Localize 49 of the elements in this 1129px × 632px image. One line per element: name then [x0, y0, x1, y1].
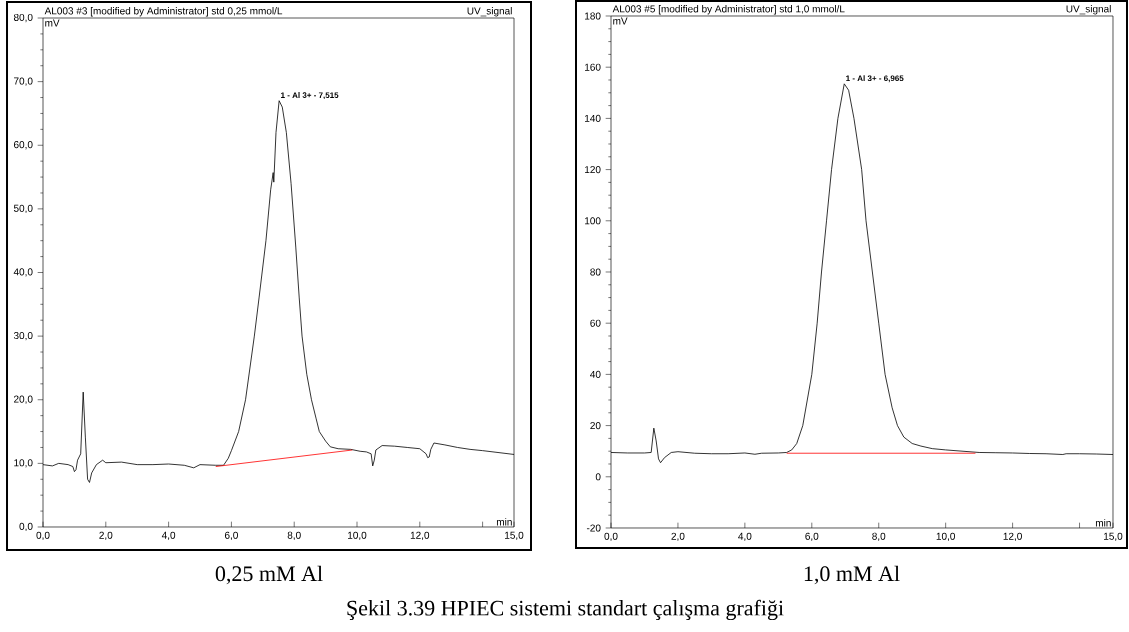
chart-title: AL003 #3 [modified by Administrator] std 0,25 mmol/L — [44, 7, 283, 17]
y-tick-label: 80 — [590, 268, 601, 276]
x-tick-label: 15,0 — [1104, 532, 1123, 541]
y-tick-label: 0 — [595, 473, 601, 481]
x-axis-title: min — [496, 518, 512, 526]
y-tick-label: 0,0 — [19, 522, 33, 532]
x-tick-label: 12,0 — [1003, 532, 1022, 541]
text: UV_signal — [467, 7, 512, 17]
y-tick-label: 50,0 — [13, 204, 33, 213]
x-tick-label: 2,0 — [99, 531, 113, 540]
x-tick-label: 15,0 — [505, 531, 524, 540]
x-tick-label: 0,0 — [604, 532, 618, 541]
x-tick-label: 4,0 — [161, 531, 176, 540]
annotation: 1 - Al 3+ - 7,515 — [281, 92, 339, 100]
y-axis-title: mV — [613, 17, 628, 25]
text: Şekil 3.39 HPIEC sistemi standart çalışma grafiği — [347, 599, 784, 621]
x-tick-label: 10,0 — [936, 532, 955, 541]
y-tick-label: 40,0 — [13, 268, 33, 277]
y-tick-label: 40 — [590, 370, 601, 378]
x-tick-label: 6,0 — [805, 532, 819, 541]
y-tick-label: 60 — [590, 319, 601, 327]
text: 0,25 mM Al — [215, 565, 323, 585]
x-tick-label: 8,0 — [287, 531, 301, 540]
y-tick-label: 180 — [585, 12, 601, 20]
y-tick-label: 30,0 — [13, 331, 33, 341]
y-tick-label: 20 — [590, 422, 601, 430]
x-tick-label: 10,0 — [348, 531, 367, 540]
x-tick-label: 4,0 — [738, 532, 752, 541]
text: 1,0 mM Al — [804, 565, 900, 585]
y-axis-title: mV — [45, 19, 60, 27]
y-tick-label: 140 — [585, 114, 601, 122]
x-tick-label: 6,0 — [224, 531, 238, 540]
y-tick-label: 120 — [585, 166, 601, 174]
y-tick-label: 70,0 — [14, 77, 33, 86]
chart-title: AL003 #5 [modified by Administrator] std 1,0 mmol/L — [612, 5, 845, 15]
x-axis-title: min — [1095, 519, 1111, 527]
x-tick-label: 2,0 — [671, 532, 685, 541]
x-tick-label: 8,0 — [872, 532, 886, 541]
text: UV_signal — [1066, 5, 1111, 15]
y-tick-label: 60,0 — [14, 141, 33, 150]
annotation: 1 - Al 3+ - 6,965 — [846, 75, 904, 83]
y-tick-label: 20,0 — [14, 395, 33, 404]
y-tick-label: 10,0 — [14, 459, 33, 468]
y-tick-label: 100 — [585, 217, 601, 225]
x-tick-label: 12,0 — [410, 531, 430, 540]
y-tick-label: 80,0 — [13, 13, 33, 23]
y-tick-label: 160 — [585, 63, 601, 71]
x-tick-label: 0,0 — [36, 531, 50, 540]
y-tick-label: -20 — [586, 524, 601, 532]
